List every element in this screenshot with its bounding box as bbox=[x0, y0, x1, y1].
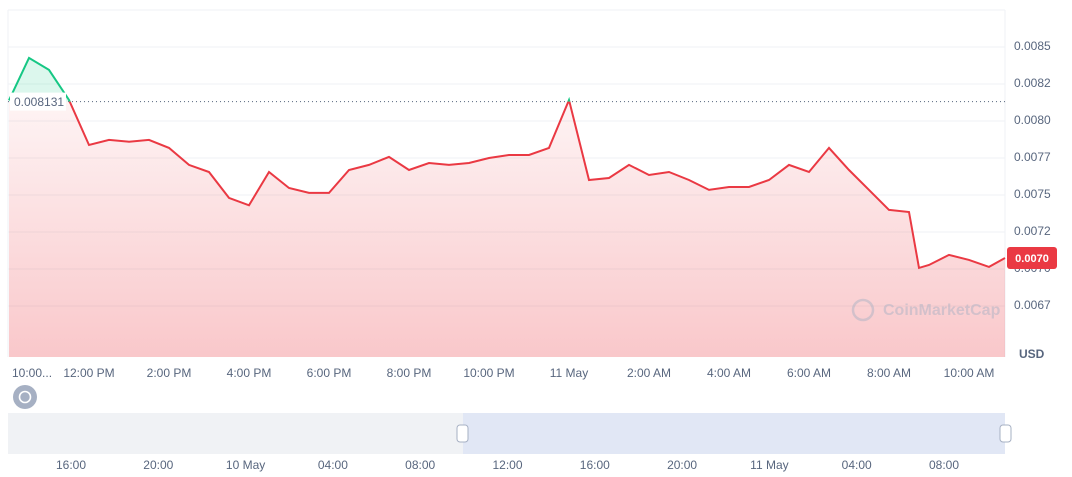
x-axis: 10:00... 12:00 PM 2:00 PM 4:00 PM 6:00 PM 8:0… bbox=[12, 366, 994, 380]
x-tick-label: 8:00 PM bbox=[387, 366, 432, 380]
last-price-label: 0.0070 bbox=[1015, 253, 1049, 265]
navigator-handle[interactable] bbox=[456, 424, 469, 443]
navigator-label: 11 May bbox=[750, 458, 788, 472]
x-tick-label: 6:00 PM bbox=[307, 366, 352, 380]
x-tick-label: 2:00 PM bbox=[147, 366, 192, 380]
navigator-selection[interactable] bbox=[463, 413, 1005, 454]
y-tick-label: 0.0075 bbox=[1014, 187, 1051, 201]
y-tick-label: 0.0072 bbox=[1014, 224, 1051, 238]
x-tick-label: 10:00 PM bbox=[463, 366, 514, 380]
x-tick-label: 8:00 AM bbox=[867, 366, 911, 380]
x-tick-label: 4:00 AM bbox=[707, 366, 751, 380]
currency-label: USD bbox=[1019, 347, 1045, 361]
navigator-label: 04:00 bbox=[318, 458, 348, 472]
watermark: CoinMarketCap bbox=[851, 298, 1001, 322]
navigator-label: 12:00 bbox=[492, 458, 522, 472]
navigator-axis: 16:00 20:00 10 May 04:00 08:00 12:00 16:00 20:0… bbox=[56, 458, 959, 472]
area-down bbox=[9, 101, 1005, 357]
y-tick-label: 0.0067 bbox=[1014, 298, 1051, 312]
x-tick-label: 10:00 AM bbox=[944, 366, 995, 380]
navigator-label: 20:00 bbox=[667, 458, 697, 472]
reference-label: 0.008131 bbox=[14, 95, 64, 109]
x-tick-label: 12:00 PM bbox=[63, 366, 114, 380]
navigator-label: 08:00 bbox=[929, 458, 959, 472]
watermark-logo bbox=[851, 298, 875, 322]
y-tick-label: 0.0085 bbox=[1014, 39, 1051, 53]
navigator-label: 08:00 bbox=[405, 458, 435, 472]
navigator-label: 16:00 bbox=[56, 458, 86, 472]
last-price-badge bbox=[1007, 247, 1057, 270]
plot: 0.008131 0.0070 bbox=[8, 56, 1057, 357]
history-icon bbox=[18, 390, 32, 404]
x-tick-label: 4:00 PM bbox=[227, 366, 272, 380]
y-tick-label: 0.0077 bbox=[1014, 150, 1051, 164]
watermark-text: CoinMarketCap bbox=[883, 302, 1001, 319]
navigator-label: 10 May bbox=[226, 458, 265, 472]
price-line-down bbox=[68, 101, 1006, 270]
navigator-label: 20:00 bbox=[143, 458, 173, 472]
navigator-label: 16:00 bbox=[580, 458, 610, 472]
navigator-handle[interactable] bbox=[999, 424, 1012, 443]
y-tick-label: 0.0082 bbox=[1014, 76, 1051, 90]
x-tick-label: 2:00 AM bbox=[627, 366, 671, 380]
y-tick-label: 0.0080 bbox=[1014, 113, 1051, 127]
reference-label-bg bbox=[10, 92, 66, 111]
x-tick-label: 10:00... bbox=[12, 366, 52, 380]
x-tick-label: 11 May bbox=[550, 366, 588, 380]
x-tick-label: 6:00 AM bbox=[787, 366, 831, 380]
navigator-label: 04:00 bbox=[842, 458, 872, 472]
history-button[interactable] bbox=[13, 385, 37, 409]
